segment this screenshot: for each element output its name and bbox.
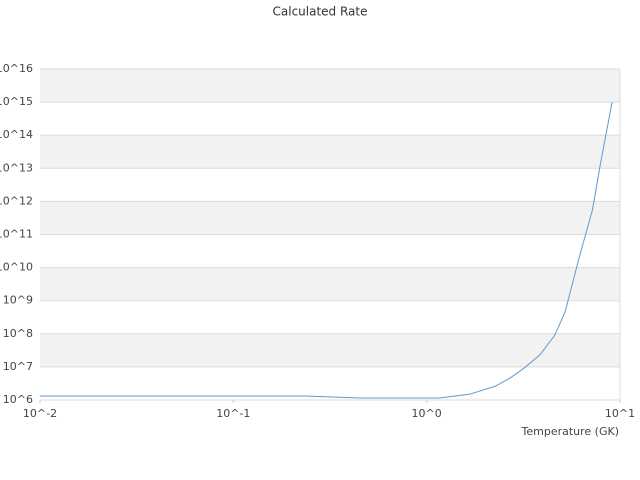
y-tick-label: 10^11 — [0, 228, 33, 241]
x-axis-label: Temperature (GK) — [521, 425, 620, 438]
chart-title: Calculated Rate — [273, 5, 368, 19]
y-tick-label: 10^12 — [0, 194, 33, 207]
y-tick-label: 10^7 — [3, 360, 33, 373]
y-tick-label: 10^15 — [0, 95, 33, 108]
grid-band — [40, 333, 620, 367]
grid-band — [40, 135, 620, 169]
y-tick-label: 10^13 — [0, 161, 33, 174]
y-tick-label: 10^6 — [3, 393, 33, 406]
x-tick-label: 10^-1 — [216, 407, 250, 420]
grid-band — [40, 267, 620, 301]
y-tick-label: 10^9 — [3, 294, 33, 307]
y-tick-label: 10^8 — [3, 327, 33, 340]
y-tick-label: 10^10 — [0, 261, 33, 274]
grid-band — [40, 201, 620, 235]
x-tick-label: 10^-2 — [23, 407, 57, 420]
data-line — [40, 102, 613, 399]
y-tick-label: 10^14 — [0, 128, 33, 141]
x-tick-label: 10^1 — [605, 407, 635, 420]
grid-band — [40, 69, 620, 103]
y-tick-label: 10^16 — [0, 62, 33, 75]
x-tick-label: 10^0 — [412, 407, 442, 420]
